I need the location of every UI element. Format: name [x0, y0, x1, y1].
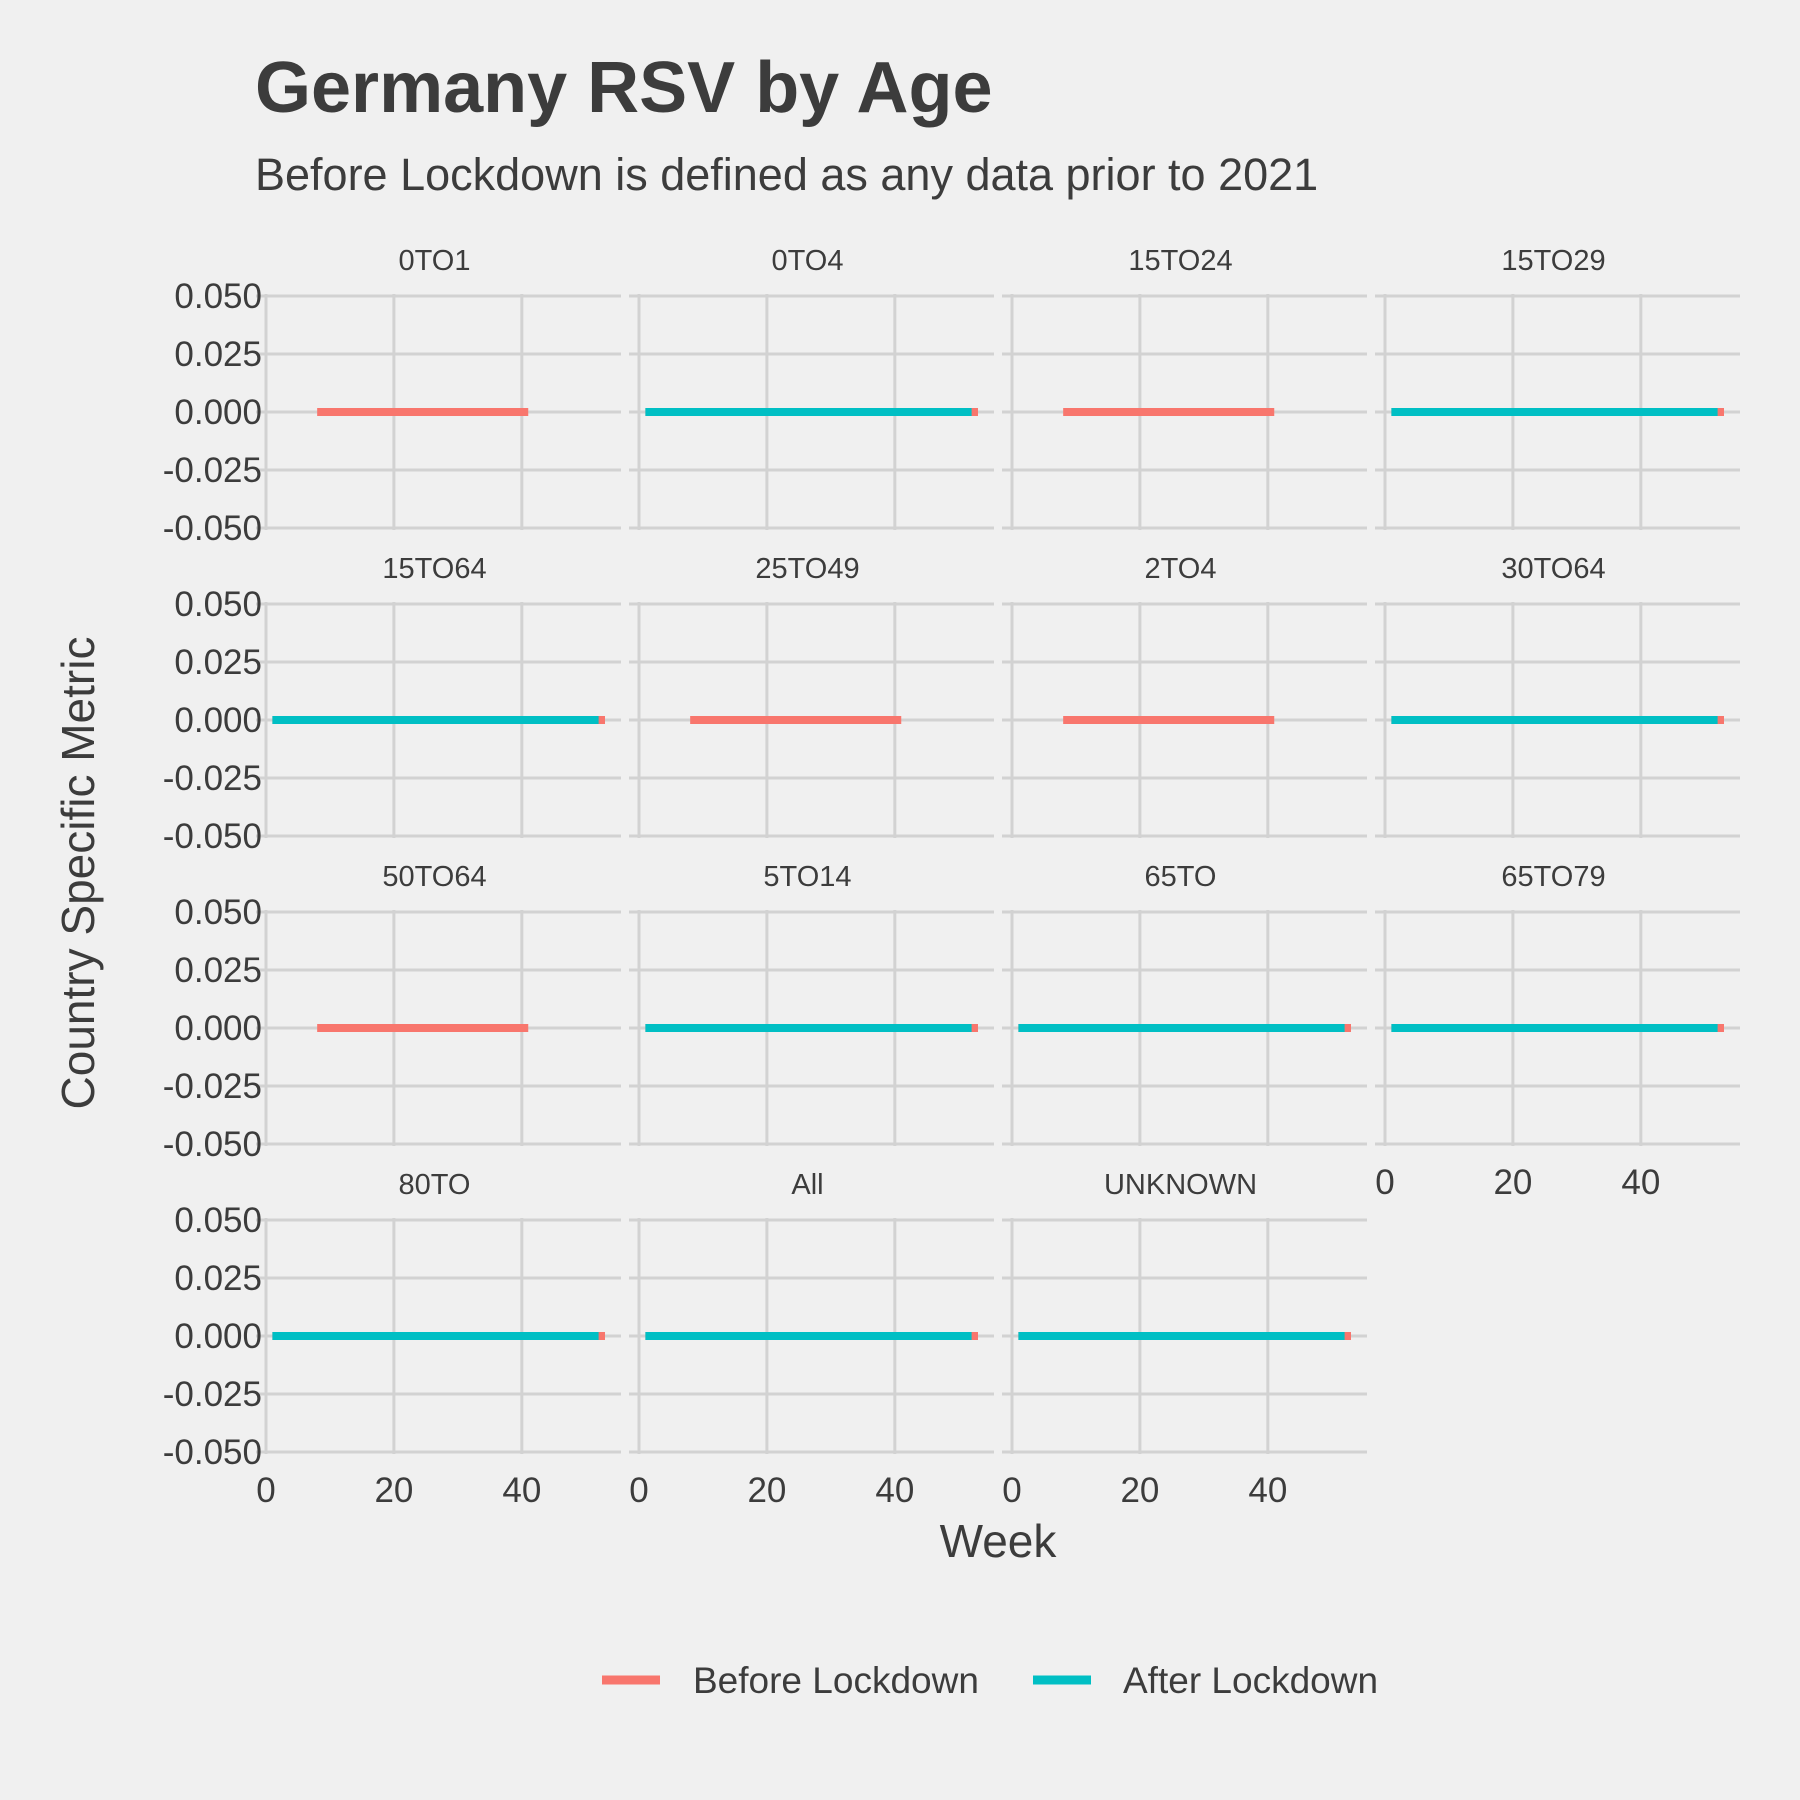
y-tick-label: 0.000 — [174, 1009, 262, 1048]
y-tick-label: -0.025 — [163, 451, 262, 490]
y-tick-label: 0.025 — [174, 643, 262, 682]
panel-strip-label: 65TO — [1144, 861, 1216, 893]
panel-strip-label: 50TO64 — [382, 861, 486, 893]
panel-5to14: 5TO14 — [629, 861, 994, 1146]
legend-item-before-lockdown: Before Lockdown — [602, 1660, 979, 1701]
legend-label: Before Lockdown — [693, 1660, 979, 1701]
legend: Before Lockdown After Lockdown — [602, 1660, 1378, 1701]
chart-title: Germany RSV by Age — [255, 48, 993, 128]
panel-15to24: 15TO24 — [1002, 245, 1367, 530]
y-tick-label: -0.050 — [163, 1433, 262, 1472]
chart-subtitle: Before Lockdown is defined as any data p… — [255, 149, 1318, 200]
panel-15to29: 15TO29 — [1375, 245, 1740, 530]
x-tick-label: 20 — [1120, 1471, 1159, 1510]
x-tick-label: 0 — [1002, 1471, 1021, 1510]
panel-30to64: 30TO64 — [1375, 553, 1740, 838]
panel-25to49: 25TO49 — [629, 553, 994, 838]
y-tick-label: -0.050 — [163, 817, 262, 856]
x-tick-label: 0 — [1375, 1163, 1394, 1202]
y-tick-label: -0.025 — [163, 759, 262, 798]
panel-all: All 0 20 40 — [629, 1169, 994, 1510]
y-tick-label: 0.025 — [174, 951, 262, 990]
panel-65to: 65TO — [1002, 861, 1367, 1146]
panel-strip-label: 25TO49 — [755, 553, 859, 585]
panel-strip-label: 0TO4 — [771, 245, 843, 277]
panel-strip-label: 15TO64 — [382, 553, 486, 585]
panel-strip-label: 15TO29 — [1501, 245, 1605, 277]
x-tick-label: 20 — [374, 1471, 413, 1510]
panel-strip-label: 5TO14 — [763, 861, 851, 893]
x-tick-label: 20 — [747, 1471, 786, 1510]
y-tick-label: -0.050 — [163, 1125, 262, 1164]
x-axis-title: Week — [940, 1515, 1058, 1567]
x-tick-label: 40 — [1621, 1163, 1660, 1202]
panel-strip-label: All — [791, 1169, 823, 1201]
panel-strip-label: 80TO — [398, 1169, 470, 1201]
y-tick-label: 0.000 — [174, 701, 262, 740]
legend-item-after-lockdown: After Lockdown — [1033, 1660, 1378, 1701]
panel-strip-label: 30TO64 — [1501, 553, 1605, 585]
panel-50to64: 50TO64 0.050 0.025 0.000 -0.025 -0.050 — [163, 861, 621, 1164]
y-tick-label: 0.025 — [174, 1259, 262, 1298]
y-tick-label: -0.025 — [163, 1067, 262, 1106]
panel-strip-label: 0TO1 — [398, 245, 470, 277]
y-tick-label: 0.050 — [174, 1201, 262, 1240]
panel-2to4: 2TO4 — [1002, 553, 1367, 838]
panel-grid: 0TO1 0.050 0.025 0.000 -0.025 -0.050 0TO4 15TO2… — [163, 245, 1740, 1510]
y-tick-label: 0.050 — [174, 893, 262, 932]
y-axis-title: Country Specific Metric — [52, 637, 104, 1110]
panel-15to64: 15TO64 0.050 0.025 0.000 -0.025 -0.050 — [163, 553, 621, 856]
y-tick-label: -0.025 — [163, 1375, 262, 1414]
y-tick-label: 0.000 — [174, 1317, 262, 1356]
panel-0to4: 0TO4 — [629, 245, 994, 530]
x-tick-label: 40 — [875, 1471, 914, 1510]
y-tick-label: 0.050 — [174, 277, 262, 316]
legend-label: After Lockdown — [1123, 1660, 1378, 1701]
panel-strip-label: 2TO4 — [1144, 553, 1216, 585]
y-tick-label: -0.050 — [163, 509, 262, 548]
x-tick-label: 0 — [629, 1471, 648, 1510]
panel-strip-label: 65TO79 — [1501, 861, 1605, 893]
x-tick-label: 40 — [1248, 1471, 1287, 1510]
x-tick-label: 0 — [256, 1471, 275, 1510]
y-tick-label: 0.050 — [174, 585, 262, 624]
y-tick-label: 0.025 — [174, 335, 262, 374]
x-tick-label: 20 — [1493, 1163, 1532, 1202]
y-tick-label: 0.000 — [174, 393, 262, 432]
panel-0to1: 0TO1 0.050 0.025 0.000 -0.025 -0.050 — [163, 245, 621, 548]
panel-strip-label: 15TO24 — [1128, 245, 1232, 277]
panel-strip-label: UNKNOWN — [1104, 1169, 1257, 1201]
panel-unknown: UNKNOWN 0 20 40 — [1002, 1169, 1367, 1510]
x-tick-label: 40 — [502, 1471, 541, 1510]
panel-65to79: 65TO79 0 20 40 — [1375, 861, 1740, 1202]
